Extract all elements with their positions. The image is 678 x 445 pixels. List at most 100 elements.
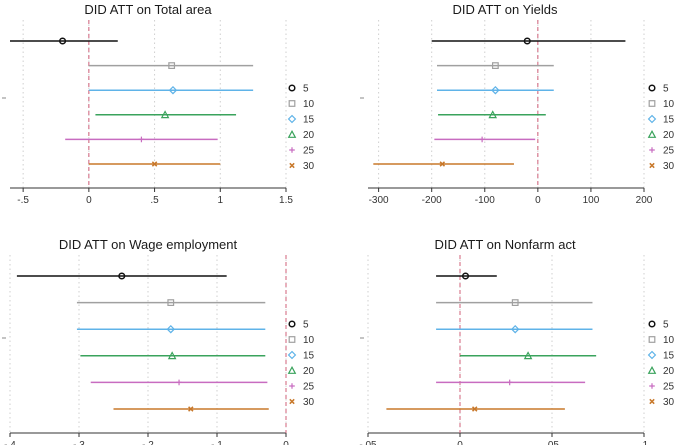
x-tick-label: -.2 (142, 440, 154, 445)
x-tick-label: 0 (283, 440, 289, 445)
estimate-marker-15 (510, 324, 520, 334)
estimate-marker-15 (168, 85, 178, 95)
estimate-marker-10 (491, 62, 499, 69)
x-tick-label: .1 (640, 440, 649, 445)
legend: 5 10 15 20 25 30 (647, 84, 675, 172)
x-tick-label: -200 (422, 195, 442, 206)
legend-label-25: 25 (663, 382, 675, 393)
legend-label-30: 30 (663, 161, 675, 172)
legend-label-30: 30 (303, 161, 315, 172)
legend-label-5: 5 (303, 84, 309, 95)
panel-2: DID ATT on Wage employment -.4 -.3 -.2 -.1 0 5… (2, 237, 315, 445)
x-tick-label: 100 (583, 195, 600, 206)
legend-symbol-25 (289, 147, 295, 153)
x-tick-label: .5 (150, 195, 159, 206)
legend-label-20: 20 (663, 130, 675, 141)
legend-symbol-5 (648, 320, 656, 328)
legend-symbol-30 (289, 162, 295, 169)
legend-symbol-15 (647, 350, 657, 360)
legend-symbol-30 (649, 398, 655, 405)
legend-symbol-5 (648, 84, 656, 92)
panel-3: DID ATT on Nonfarm act -.05 0 .05 .1 5 10 15 20 2… (359, 237, 674, 445)
legend-label-10: 10 (303, 99, 315, 110)
legend-label-25: 25 (663, 146, 675, 157)
legend-label-15: 15 (303, 115, 315, 126)
legend-label-15: 15 (303, 351, 315, 362)
legend-symbol-30 (649, 162, 655, 169)
panel-1: DID ATT on Yields -300 -200 -100 0 100 200 5 10 1… (360, 2, 675, 206)
x-tick-label: -100 (475, 195, 495, 206)
legend: 5 10 15 20 25 30 (287, 84, 315, 172)
legend-label-5: 5 (663, 320, 669, 331)
legend-symbol-20 (647, 129, 657, 138)
estimate-marker-30 (188, 406, 194, 412)
legend-symbol-25 (289, 383, 295, 389)
legend-symbol-5 (288, 84, 296, 92)
x-tick-label: 0 (457, 440, 463, 445)
legend-symbol-10 (288, 100, 296, 107)
x-tick-label: 0 (86, 195, 92, 206)
estimate-marker-10 (168, 62, 176, 69)
estimate-marker-5 (461, 272, 470, 280)
legend-label-20: 20 (663, 366, 675, 377)
legend-symbol-25 (649, 383, 655, 389)
legend-symbol-10 (648, 100, 656, 107)
legend-symbol-15 (287, 350, 297, 360)
estimate-marker-10 (511, 299, 519, 306)
legend-label-20: 20 (303, 366, 315, 377)
estimate-marker-25 (176, 379, 182, 386)
panel-title: DID ATT on Total area (84, 2, 212, 17)
estimate-marker-30 (151, 161, 158, 167)
panel-title: DID ATT on Yields (452, 2, 558, 17)
x-tick-label: -.4 (4, 440, 16, 445)
legend-label-15: 15 (663, 115, 675, 126)
legend-symbol-20 (647, 365, 657, 374)
estimate-marker-15 (166, 324, 176, 334)
legend-label-10: 10 (663, 335, 675, 346)
legend-label-5: 5 (663, 84, 669, 95)
x-tick-label: -.3 (73, 440, 85, 445)
x-tick-label: 200 (636, 195, 653, 206)
x-tick-label: -.5 (17, 195, 29, 206)
legend-label-10: 10 (663, 99, 675, 110)
legend-label-30: 30 (303, 397, 315, 408)
legend-symbol-15 (287, 114, 297, 124)
estimate-marker-5 (523, 37, 531, 45)
x-tick-label: 1.5 (279, 195, 293, 206)
legend-label-5: 5 (303, 320, 309, 331)
legend-symbol-25 (649, 147, 655, 153)
estimate-marker-25 (479, 136, 485, 143)
legend-label-20: 20 (303, 130, 315, 141)
estimate-marker-25 (506, 379, 513, 386)
x-tick-label: -.1 (211, 440, 223, 445)
panel-title: DID ATT on Nonfarm act (434, 237, 576, 252)
x-tick-label: .05 (545, 440, 559, 445)
legend-label-15: 15 (663, 351, 675, 362)
x-tick-label: -.05 (359, 440, 377, 445)
estimate-marker-30 (471, 406, 478, 412)
legend-symbol-10 (288, 336, 296, 343)
legend-symbol-10 (648, 336, 656, 343)
estimate-marker-25 (138, 136, 145, 143)
estimate-marker-5 (118, 272, 126, 280)
estimate-marker-20 (523, 351, 533, 360)
panel-title: DID ATT on Wage employment (59, 237, 238, 252)
legend-symbol-15 (647, 114, 657, 124)
legend-label-10: 10 (303, 335, 315, 346)
estimate-marker-20 (167, 351, 177, 360)
legend-symbol-5 (288, 320, 296, 328)
x-tick-label: -300 (369, 195, 389, 206)
legend-label-25: 25 (303, 382, 315, 393)
legend-symbol-20 (287, 365, 297, 374)
legend-symbol-20 (287, 129, 297, 138)
estimate-marker-30 (439, 161, 446, 167)
legend: 5 10 15 20 25 30 (647, 320, 675, 408)
estimate-marker-20 (160, 110, 170, 119)
legend-label-30: 30 (663, 397, 675, 408)
estimate-marker-15 (491, 85, 500, 95)
legend: 5 10 15 20 25 30 (287, 320, 315, 408)
estimate-marker-10 (167, 299, 175, 306)
estimate-marker-20 (488, 110, 498, 119)
x-tick-label: 1 (218, 195, 224, 206)
